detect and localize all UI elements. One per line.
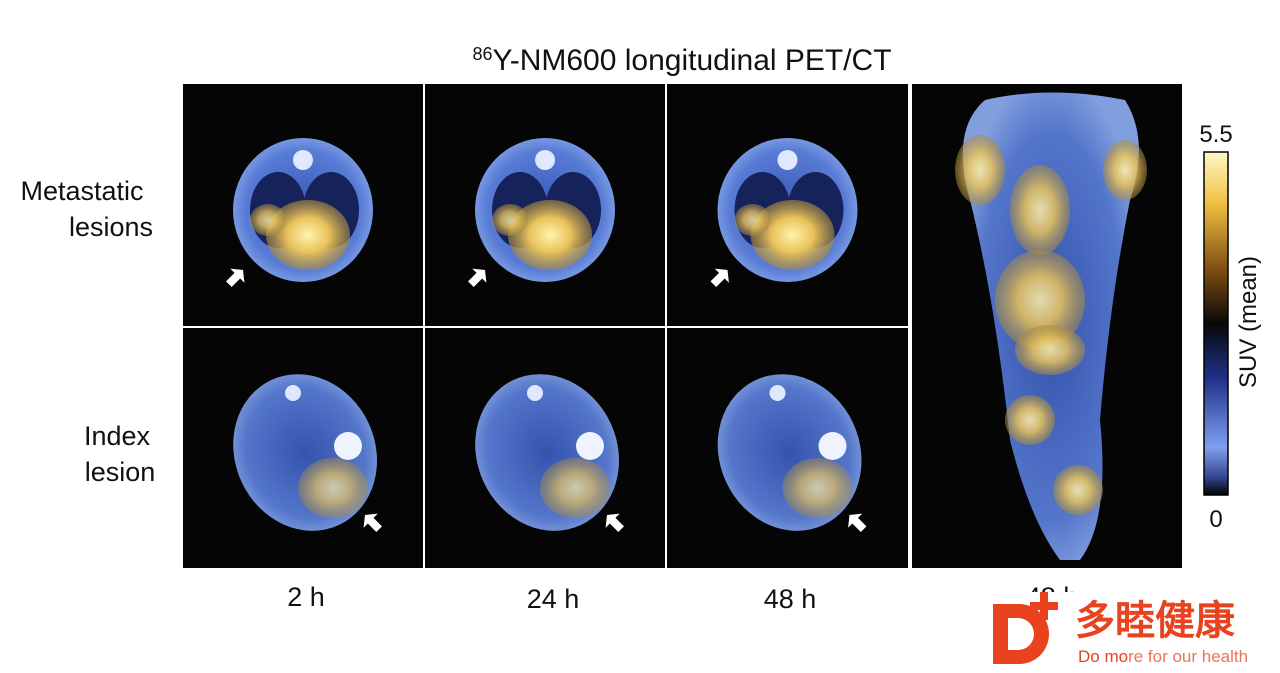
image-panels bbox=[183, 84, 1182, 568]
arrow-shape bbox=[468, 268, 487, 287]
row-label: lesion bbox=[85, 457, 156, 487]
colorbar-min: 0 bbox=[1209, 506, 1222, 533]
hot-lesion bbox=[250, 204, 286, 236]
arrow-shape bbox=[710, 268, 729, 287]
hot-organ bbox=[995, 250, 1085, 350]
hot-lesion bbox=[298, 458, 368, 518]
arrow bbox=[710, 268, 729, 287]
image-panel bbox=[425, 84, 665, 326]
spine bbox=[535, 150, 555, 170]
hot-lesion bbox=[540, 458, 610, 518]
image-panel bbox=[183, 84, 423, 326]
arrow bbox=[226, 268, 245, 287]
bone bbox=[576, 432, 604, 460]
arrow bbox=[848, 513, 867, 532]
arrow-shape bbox=[848, 513, 867, 532]
colorbar bbox=[1203, 151, 1229, 496]
bone bbox=[818, 432, 847, 460]
watermark-slogan: Do more for our health bbox=[1078, 647, 1248, 666]
hot-organ bbox=[1015, 325, 1085, 375]
title-text: Y-NM600 longitudinal PET/CT bbox=[492, 44, 891, 77]
colorbar-label: SUV (mean) bbox=[1235, 256, 1262, 388]
hot-lesion bbox=[782, 458, 853, 518]
column-label: 2 h bbox=[287, 582, 325, 612]
bone bbox=[334, 432, 362, 460]
bone bbox=[527, 385, 543, 401]
hot-organ bbox=[1010, 165, 1070, 255]
hot-organ bbox=[1053, 465, 1103, 515]
hot-lesion bbox=[734, 204, 771, 236]
title-superscript: 86 bbox=[472, 44, 492, 64]
hot-organ bbox=[1103, 140, 1147, 200]
arrow bbox=[468, 268, 487, 287]
column-label: 24 h bbox=[527, 584, 580, 614]
colorbar-max: 5.5 bbox=[1199, 121, 1232, 148]
hot-lesion bbox=[750, 200, 835, 270]
bone bbox=[285, 385, 301, 401]
row-label: Metastatic bbox=[20, 176, 143, 206]
arrow bbox=[605, 513, 624, 532]
arrow-shape bbox=[363, 513, 382, 532]
spine bbox=[293, 150, 313, 170]
spine bbox=[777, 150, 798, 170]
image-panel bbox=[183, 328, 423, 568]
watermark: 多睦健康 Do more for our health bbox=[980, 592, 1280, 673]
bone bbox=[769, 385, 786, 401]
image-panel bbox=[425, 328, 665, 568]
watermark-brand: 多睦健康 bbox=[1075, 598, 1235, 644]
figure-title: 86Y-NM600 longitudinal PET/CT bbox=[472, 44, 891, 77]
arrow bbox=[363, 513, 382, 532]
row-label: lesions bbox=[69, 212, 153, 242]
image-panel bbox=[912, 84, 1182, 568]
logo-plus bbox=[1030, 592, 1058, 620]
hot-organ bbox=[955, 135, 1005, 205]
slogan-part: re for our health bbox=[1128, 647, 1248, 666]
hot-lesion bbox=[266, 200, 350, 270]
slogan-part: Do mo bbox=[1078, 647, 1128, 666]
arrow-shape bbox=[605, 513, 624, 532]
image-panel bbox=[667, 328, 908, 568]
image-panel bbox=[667, 84, 908, 326]
hot-organ bbox=[1005, 395, 1055, 445]
hot-lesion bbox=[508, 200, 592, 270]
column-label: 48 h bbox=[764, 584, 817, 614]
logo-d bbox=[993, 604, 1049, 664]
arrow-shape bbox=[226, 268, 245, 287]
hot-lesion bbox=[492, 204, 528, 236]
row-label: Index bbox=[84, 421, 151, 451]
